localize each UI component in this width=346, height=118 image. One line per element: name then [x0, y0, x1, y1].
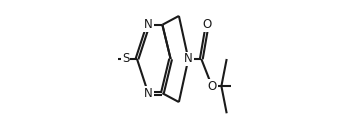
- Text: O: O: [207, 80, 217, 93]
- Text: N: N: [144, 18, 153, 31]
- Text: N: N: [144, 87, 153, 100]
- Text: S: S: [122, 53, 129, 65]
- Text: N: N: [184, 53, 193, 65]
- Text: O: O: [203, 18, 212, 31]
